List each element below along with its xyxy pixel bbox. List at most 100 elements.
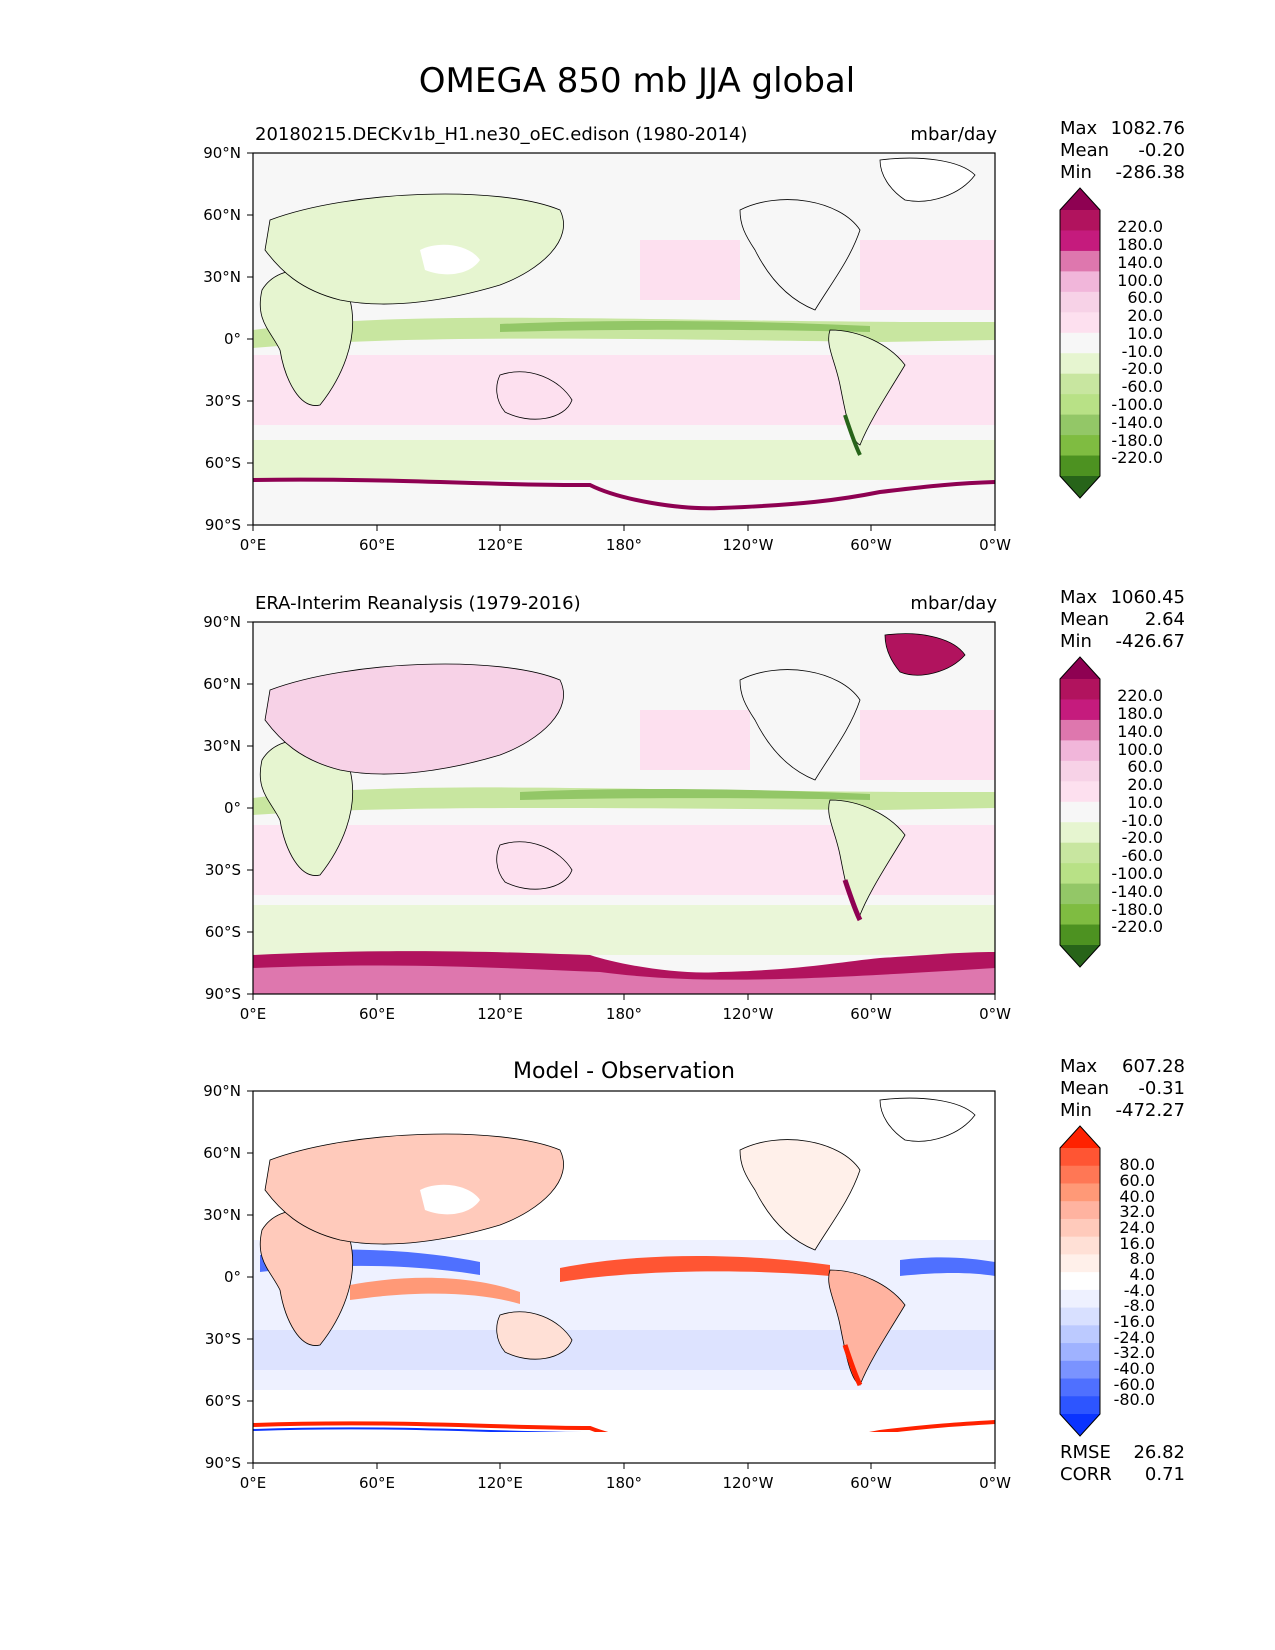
panel-diff: Model - Observation 0°E 60°E 120°E bbox=[203, 1056, 1185, 1492]
svg-text:220.0: 220.0 bbox=[1117, 686, 1163, 705]
colorbar-level bbox=[1060, 312, 1100, 334]
svg-text:60°W: 60°W bbox=[850, 1474, 892, 1492]
y-tick: 30°S bbox=[205, 1330, 253, 1348]
y-tick: 30°N bbox=[203, 1206, 253, 1224]
stats-block: Max 1082.76 Mean -0.20 Min -286.38 bbox=[1060, 118, 1185, 183]
svg-text:-220.0: -220.0 bbox=[1111, 448, 1163, 467]
x-tick: 120°E bbox=[477, 1463, 523, 1492]
colorbar-level bbox=[1060, 924, 1100, 946]
svg-text:60°N: 60°N bbox=[203, 1144, 241, 1162]
svg-text:-220.0: -220.0 bbox=[1111, 917, 1163, 936]
colorbar-level bbox=[1060, 291, 1100, 313]
x-tick: 0°W bbox=[979, 994, 1011, 1023]
colorbar-level bbox=[1060, 801, 1100, 823]
svg-text:60°N: 60°N bbox=[203, 675, 241, 693]
x-tick: 60°E bbox=[359, 525, 395, 554]
svg-text:60°E: 60°E bbox=[359, 536, 395, 554]
colorbar-diff: 80.0 60.0 40.0 32.0 24.0 16.0 8.0 4.0 -4… bbox=[1059, 1125, 1155, 1437]
colorbar-level bbox=[1060, 1307, 1100, 1326]
svg-text:90°S: 90°S bbox=[205, 985, 241, 1003]
colorbar-level bbox=[1060, 1148, 1100, 1167]
svg-text:-100.0: -100.0 bbox=[1111, 395, 1163, 414]
stat-label: Max bbox=[1060, 1056, 1098, 1077]
colorbar-extend-min bbox=[1060, 945, 1100, 967]
x-tick: 0°W bbox=[979, 525, 1011, 554]
colorbar-level bbox=[1060, 1396, 1100, 1415]
x-tick: 60°W bbox=[850, 525, 892, 554]
svg-text:120°W: 120°W bbox=[723, 536, 774, 554]
colorbar-level bbox=[1060, 1360, 1100, 1380]
stat-label: Mean bbox=[1060, 1078, 1109, 1099]
y-tick: 90°N bbox=[203, 613, 253, 631]
x-tick: 0°E bbox=[240, 994, 266, 1023]
svg-text:180°: 180° bbox=[606, 1005, 642, 1023]
svg-text:90°N: 90°N bbox=[203, 144, 241, 162]
colorbar-level bbox=[1060, 1236, 1100, 1255]
stat-label: Min bbox=[1060, 631, 1092, 652]
colorbar-level bbox=[1060, 250, 1100, 272]
x-axis: 0°E 60°E 120°E 180° 120°W 60°W 0°W bbox=[240, 525, 1011, 554]
x-tick: 60°W bbox=[850, 1463, 892, 1492]
x-tick: 180° bbox=[606, 525, 642, 554]
svg-text:-40.0: -40.0 bbox=[1114, 1359, 1155, 1378]
svg-text:100.0: 100.0 bbox=[1117, 740, 1163, 759]
colorbar-level bbox=[1060, 1201, 1100, 1220]
svg-text:30°S: 30°S bbox=[205, 392, 241, 410]
svg-text:60°N: 60°N bbox=[203, 206, 241, 224]
svg-text:24.0: 24.0 bbox=[1119, 1218, 1155, 1237]
colorbar-extend-min bbox=[1060, 1414, 1100, 1436]
svg-text:20.0: 20.0 bbox=[1127, 775, 1163, 794]
stats-block: Max 1060.45 Mean 2.64 Min -426.67 bbox=[1060, 587, 1185, 652]
svg-text:20.0: 20.0 bbox=[1127, 306, 1163, 325]
colorbar-level bbox=[1060, 394, 1100, 416]
stat-label: Max bbox=[1060, 587, 1098, 608]
stat-value: 607.28 bbox=[1122, 1056, 1185, 1077]
panel-units: mbar/day bbox=[910, 593, 997, 614]
svg-text:8.0: 8.0 bbox=[1130, 1249, 1155, 1268]
y-tick: 60°S bbox=[205, 1392, 253, 1410]
map-field-model bbox=[253, 153, 995, 525]
stat-label: Max bbox=[1060, 118, 1098, 139]
colorbar-extend-max bbox=[1060, 657, 1100, 679]
colorbar-level bbox=[1060, 781, 1100, 803]
panel-left-title: ERA-Interim Reanalysis (1979-2016) bbox=[255, 593, 581, 614]
svg-text:80.0: 80.0 bbox=[1119, 1155, 1155, 1174]
y-tick: 0° bbox=[224, 1268, 253, 1286]
y-tick: 0° bbox=[224, 799, 253, 817]
svg-text:90°S: 90°S bbox=[205, 1454, 241, 1472]
x-tick: 120°W bbox=[723, 1463, 774, 1492]
stat-value: -0.31 bbox=[1138, 1078, 1185, 1099]
stat-value: -426.67 bbox=[1116, 631, 1185, 652]
colorbar-level bbox=[1060, 414, 1100, 436]
svg-text:60.0: 60.0 bbox=[1119, 1171, 1155, 1190]
x-tick: 60°E bbox=[359, 994, 395, 1023]
x-tick: 0°W bbox=[979, 1463, 1011, 1492]
metric-value: 0.71 bbox=[1145, 1464, 1185, 1485]
svg-text:0°E: 0°E bbox=[240, 1474, 267, 1492]
svg-text:120°E: 120°E bbox=[477, 1005, 523, 1023]
colorbar-level bbox=[1060, 332, 1100, 354]
colorbar-level bbox=[1060, 1378, 1100, 1397]
svg-text:60°S: 60°S bbox=[205, 454, 241, 472]
svg-text:-20.0: -20.0 bbox=[1122, 828, 1163, 847]
colorbar-level bbox=[1060, 373, 1100, 395]
colorbar-level bbox=[1060, 863, 1100, 885]
y-tick: 90°S bbox=[205, 1454, 253, 1472]
x-tick: 0°E bbox=[240, 1463, 267, 1492]
svg-text:90°N: 90°N bbox=[203, 613, 241, 631]
y-tick: 30°N bbox=[203, 268, 253, 286]
colorbar-level bbox=[1060, 455, 1100, 477]
x-tick: 120°W bbox=[723, 525, 774, 554]
stat-value: -472.27 bbox=[1116, 1100, 1185, 1121]
svg-text:60°W: 60°W bbox=[850, 536, 892, 554]
stat-value: 1060.45 bbox=[1111, 587, 1185, 608]
colorbar-level bbox=[1060, 210, 1100, 231]
colorbar-level bbox=[1060, 1289, 1100, 1309]
x-tick: 0°E bbox=[240, 525, 266, 554]
svg-text:60.0: 60.0 bbox=[1127, 288, 1163, 307]
colorbar-level bbox=[1060, 822, 1100, 844]
svg-text:180.0: 180.0 bbox=[1117, 704, 1163, 723]
svg-text:-8.0: -8.0 bbox=[1124, 1296, 1155, 1315]
stat-value: 2.64 bbox=[1145, 609, 1185, 630]
